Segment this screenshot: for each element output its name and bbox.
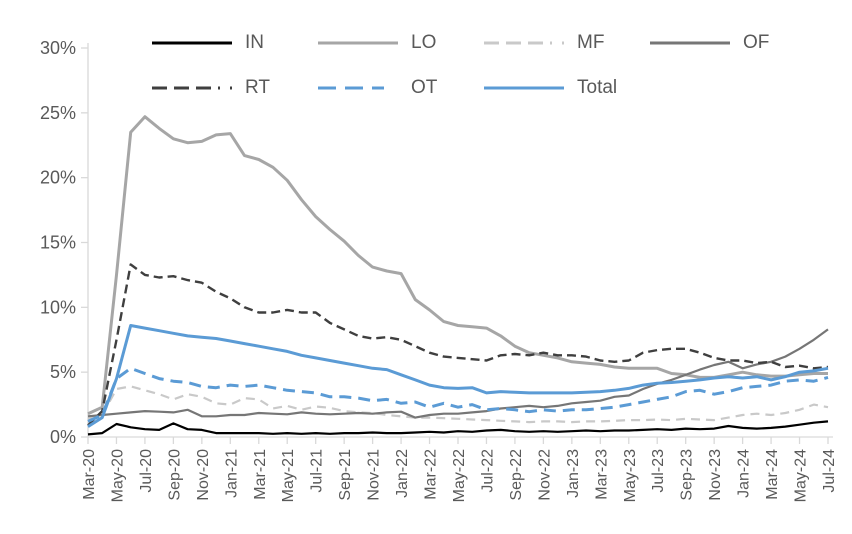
- y-tick-label: 10%: [40, 297, 76, 317]
- legend-row-1: IN LO MF OF: [152, 20, 816, 65]
- x-tick-label: Jul-24: [821, 449, 838, 493]
- x-tick-label: Sep-21: [337, 449, 354, 501]
- x-tick-label: Nov-23: [707, 449, 724, 501]
- legend-label: MF: [577, 32, 605, 53]
- series-line-total: [87, 324, 829, 428]
- series-line-of: [87, 328, 829, 419]
- series-line-ot: [87, 366, 829, 423]
- legend-row-2: RT OT Total: [152, 65, 816, 110]
- legend-item-mf: MF: [484, 33, 650, 52]
- legend-label: Total: [577, 77, 618, 98]
- legend-item-rt: RT: [152, 78, 318, 97]
- x-tick-label: Sep-20: [166, 449, 183, 501]
- legend-line-icon: [650, 41, 730, 44]
- legend-item-total: Total: [484, 78, 650, 97]
- legend-label: LO: [411, 32, 437, 53]
- y-tick-label: 20%: [40, 168, 76, 188]
- legend-line-icon: [152, 41, 232, 44]
- legend-item-of: OF: [650, 33, 816, 52]
- x-tick-label: Jan-21: [223, 449, 240, 498]
- x-tick-label: May-24: [793, 449, 810, 502]
- x-tick-label: Mar-22: [423, 449, 440, 500]
- x-tick-label: Sep-23: [679, 449, 696, 501]
- series-line-lo: [87, 115, 828, 416]
- x-tick-label: Jan-22: [394, 449, 411, 498]
- series-line-rt: [87, 263, 829, 427]
- x-tick-label: Nov-20: [195, 449, 212, 501]
- x-tick-label: Mar-20: [81, 449, 98, 500]
- x-tick-label: Jan-24: [736, 449, 753, 498]
- x-tick-label: Mar-24: [764, 449, 781, 500]
- legend-line-icon: [318, 86, 398, 89]
- y-tick-label: 5%: [50, 362, 76, 382]
- y-tick-label: 15%: [40, 233, 76, 253]
- series-line-mf: [87, 385, 829, 424]
- legend-label: OF: [743, 32, 770, 53]
- legend-line-icon: [318, 41, 398, 44]
- series-line-in: [87, 420, 829, 436]
- y-tick-label: 30%: [40, 38, 76, 58]
- y-tick-label: 0%: [50, 427, 76, 447]
- chart-legend: IN LO MF OF RT OT: [152, 20, 816, 110]
- legend-label: OT: [411, 77, 438, 98]
- legend-line-icon: [152, 86, 232, 89]
- x-tick-label: Sep-22: [508, 449, 525, 501]
- x-tick-label: May-23: [622, 449, 639, 502]
- legend-label: IN: [245, 32, 264, 53]
- legend-item-in: IN: [152, 33, 318, 52]
- x-tick-label: Mar-23: [593, 449, 610, 500]
- y-tick-label: 25%: [40, 103, 76, 123]
- x-tick-label: Jan-23: [565, 449, 582, 498]
- legend-item-lo: LO: [318, 33, 484, 52]
- x-tick-label: Nov-21: [366, 449, 383, 501]
- x-tick-label: Nov-22: [536, 449, 553, 501]
- legend-line-icon: [484, 41, 564, 44]
- x-tick-label: Jul-21: [309, 449, 326, 493]
- legend-item-ot: OT: [318, 78, 484, 97]
- x-tick-label: Mar-21: [252, 449, 269, 500]
- x-tick-label: May-22: [451, 449, 468, 502]
- x-tick-label: May-21: [280, 449, 297, 502]
- x-tick-label: May-20: [109, 449, 126, 502]
- x-tick-label: Jul-22: [479, 449, 496, 493]
- x-tick-label: Jul-20: [138, 449, 155, 493]
- legend-line-icon: [484, 86, 564, 89]
- x-tick-label: Jul-23: [650, 449, 667, 493]
- legend-label: RT: [245, 77, 270, 98]
